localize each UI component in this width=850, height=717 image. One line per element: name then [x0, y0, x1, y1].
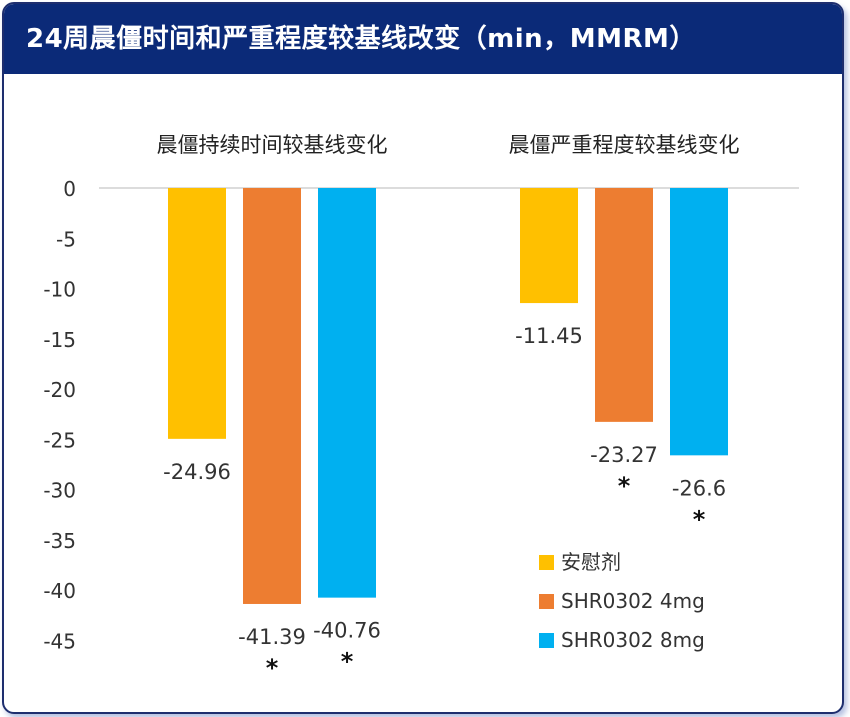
legend-swatch: [539, 594, 554, 609]
data-label: -11.45: [515, 324, 583, 348]
y-tick-label: -20: [43, 378, 76, 402]
significance-marker: *: [341, 648, 354, 676]
bar: [318, 188, 376, 598]
header-bar: 24周晨僵时间和严重程度较基线改变（min，MMRM）: [4, 4, 842, 74]
bar: [670, 188, 728, 456]
data-label: -23.27: [590, 443, 658, 467]
significance-marker: *: [693, 505, 706, 533]
bar-chart: 0 -5 -10 -15 -20 -25 -30 -35 -40 -45 晨僵持续时间较基线变化 晨僵…: [43, 133, 799, 682]
legend-label: SHR0302 8mg: [561, 628, 705, 652]
bar: [595, 188, 653, 422]
legend-label: SHR0302 4mg: [561, 589, 705, 613]
y-tick-label: -25: [43, 428, 76, 452]
bar: [243, 188, 301, 604]
y-tick-label: -45: [43, 629, 76, 653]
y-tick-label: -40: [43, 579, 76, 603]
legend-swatch: [539, 555, 554, 570]
data-label: -26.6: [672, 476, 726, 500]
y-tick-label: -30: [43, 479, 76, 503]
y-tick-label: -5: [56, 227, 76, 251]
y-tick-label: 0: [63, 177, 76, 201]
y-tick-label: -15: [43, 328, 76, 352]
data-label: -40.76: [313, 619, 381, 643]
bar: [520, 188, 578, 304]
data-label: -24.96: [163, 460, 231, 484]
significance-marker: *: [266, 654, 279, 682]
legend-swatch: [539, 633, 554, 648]
y-tick-label: -10: [43, 278, 76, 302]
data-label: -41.39: [238, 625, 306, 649]
bar: [168, 188, 226, 439]
legend-label: 安慰剂: [561, 550, 621, 574]
category-label: 晨僵持续时间较基线变化: [157, 133, 388, 157]
page-title: 24周晨僵时间和严重程度较基线改变（min，MMRM）: [26, 24, 696, 54]
significance-marker: *: [618, 472, 631, 500]
category-label: 晨僵严重程度较基线变化: [509, 133, 740, 157]
y-tick-label: -35: [43, 529, 76, 553]
